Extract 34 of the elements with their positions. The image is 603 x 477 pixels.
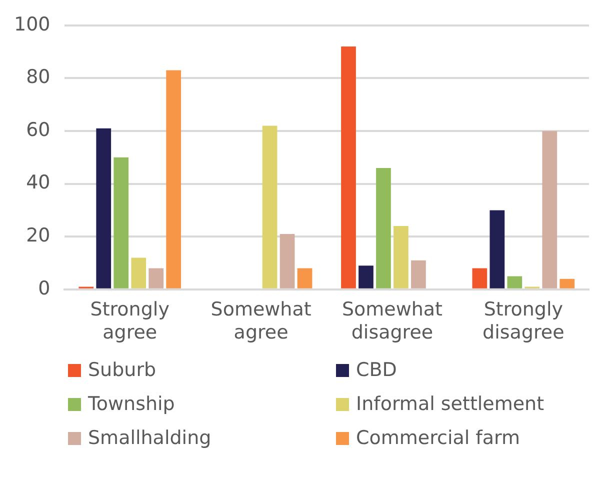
y-tick-label: 20 bbox=[26, 224, 50, 247]
legend-label: Smallhalding bbox=[88, 427, 212, 449]
bar bbox=[560, 278, 575, 288]
y-tick-label: 80 bbox=[26, 66, 50, 88]
legend-label: Commercial farm bbox=[356, 427, 520, 449]
legend-label: Suburb bbox=[88, 359, 156, 381]
bar bbox=[341, 46, 356, 288]
x-tick-label: Somewhat disagree bbox=[342, 298, 443, 344]
bar bbox=[472, 268, 488, 288]
bar bbox=[148, 268, 164, 288]
bar bbox=[411, 260, 426, 288]
y-tick-label: 0 bbox=[38, 277, 50, 300]
bar bbox=[490, 210, 505, 288]
bar bbox=[262, 126, 278, 288]
bar bbox=[280, 234, 295, 288]
bar bbox=[114, 157, 129, 288]
bar bbox=[96, 128, 112, 288]
bar bbox=[358, 266, 374, 288]
legend-label: CBD bbox=[356, 359, 397, 381]
bar bbox=[131, 258, 146, 288]
bar bbox=[394, 226, 408, 288]
bar bbox=[507, 276, 522, 288]
bar bbox=[297, 268, 312, 288]
legend-label: Township bbox=[88, 393, 175, 415]
y-tick-label: 40 bbox=[26, 172, 50, 194]
bar bbox=[542, 131, 558, 288]
x-tick-label: Strongly disagree bbox=[482, 298, 564, 344]
y-tick-label: 100 bbox=[14, 13, 50, 36]
bar bbox=[166, 70, 182, 288]
legend-label: Informal settlement bbox=[356, 393, 544, 415]
x-tick-label: Somewhat agree bbox=[210, 298, 312, 344]
x-tick-label: Strongly agree bbox=[90, 298, 170, 344]
y-tick-label: 60 bbox=[26, 118, 50, 141]
bar bbox=[376, 168, 391, 288]
